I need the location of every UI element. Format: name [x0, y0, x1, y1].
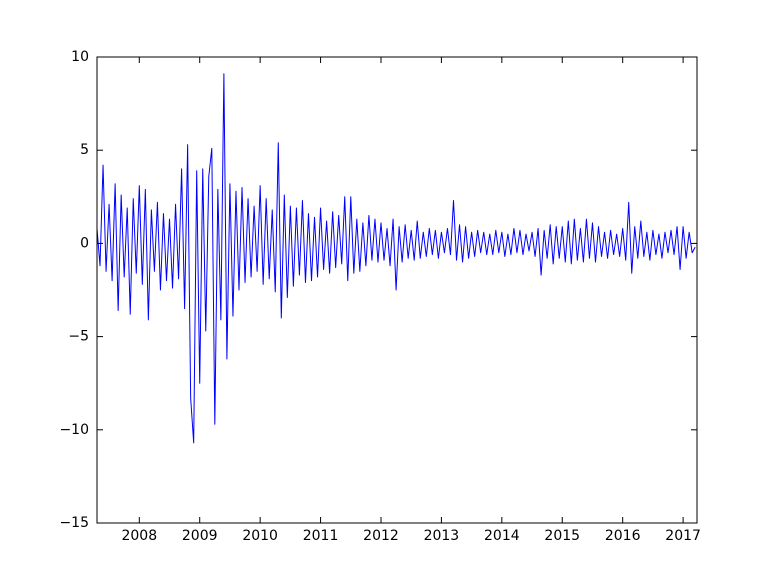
- y-tick-label: 0: [80, 235, 89, 251]
- series-line: [96, 73, 696, 444]
- x-tick-label: 2011: [303, 528, 339, 544]
- x-tick-label: 2008: [121, 528, 157, 544]
- x-tick-label: 2010: [242, 528, 278, 544]
- x-tick-label: 2012: [363, 528, 399, 544]
- y-tick-label: 5: [80, 142, 89, 158]
- y-tick-label: −10: [59, 422, 89, 438]
- plot-area: [96, 73, 696, 444]
- x-tick-label: 2017: [665, 528, 701, 544]
- x-tick-label: 2015: [544, 528, 580, 544]
- x-tick-label: 2014: [484, 528, 520, 544]
- axes-frame: [96, 56, 698, 524]
- x-tick-label: 2013: [424, 528, 460, 544]
- y-tick-label: −5: [68, 329, 89, 345]
- y-tick-label: −15: [59, 515, 89, 531]
- y-tick-label: 10: [71, 49, 89, 65]
- x-tick-label: 2009: [182, 528, 218, 544]
- x-tick-label: 2016: [605, 528, 641, 544]
